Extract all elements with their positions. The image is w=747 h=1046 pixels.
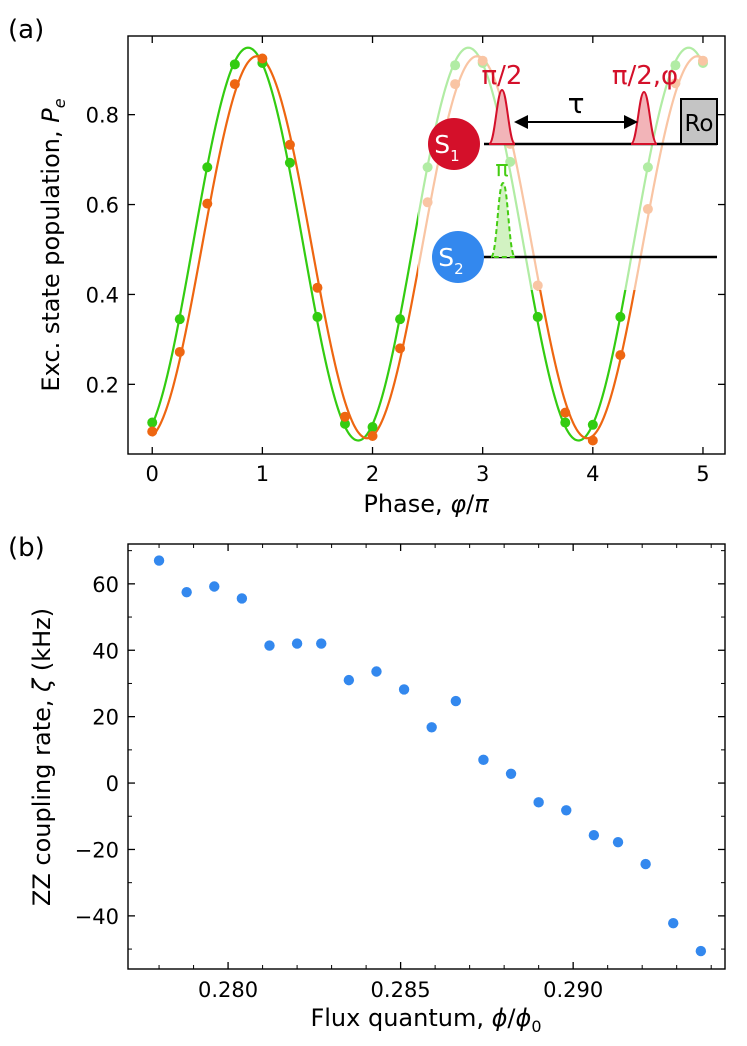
data-point (505, 768, 517, 779)
data-point (202, 198, 213, 209)
x-tick-label: 0.290 (543, 978, 603, 1002)
panel-a-y-label: Exc. state population, Pe (37, 98, 69, 391)
data-point (695, 945, 707, 957)
y-tick-label: 60 (92, 573, 119, 597)
data-point (209, 581, 220, 592)
data-point (615, 311, 626, 322)
readout-label: Ro (684, 111, 713, 137)
x-tick-label: 1 (256, 462, 269, 486)
data-point (339, 418, 350, 429)
y-tick-label: 0.8 (86, 104, 119, 128)
x-tick-label: 0 (146, 462, 159, 486)
data-point (202, 162, 213, 173)
data-point (367, 431, 378, 442)
qubit2-circle (432, 231, 484, 283)
x-tick-label: 2 (366, 462, 379, 486)
x-tick-label: 5 (696, 462, 709, 486)
tau-arrow-left-head (514, 115, 528, 129)
data-point (264, 640, 275, 651)
data-point (316, 638, 327, 649)
data-point (147, 417, 158, 428)
pi-half-pulse-1 (488, 88, 516, 145)
panel-b-y-label: ZZ coupling rate, ζ (kHz) (28, 608, 56, 906)
readout-box (680, 98, 718, 145)
tau-arrow-right-head (624, 115, 638, 129)
data-point (640, 858, 651, 870)
panel-a-label: (a) (8, 15, 44, 45)
data-point (561, 805, 572, 816)
pi-pulse (490, 181, 516, 258)
panel-b-x-ticks: 0.280 0.285 0.290 (158, 544, 712, 1002)
data-point (291, 638, 303, 649)
panel-a-x-label: Phase, φ/π (363, 490, 489, 518)
qubit1-circle (428, 118, 480, 170)
data-point (236, 593, 248, 604)
data-point (229, 59, 240, 70)
pi-half-phi-pulse-2 (630, 90, 658, 145)
x-tick-label: 3 (476, 462, 489, 486)
data-point (587, 435, 598, 446)
panel-b-y-ticks: −40 −20 0 20 40 60 (75, 550, 725, 950)
data-point (426, 722, 437, 733)
y-tick-label: 0 (106, 772, 119, 796)
data-point (181, 586, 192, 598)
data-point (174, 314, 185, 325)
data-point (147, 426, 158, 437)
data-point (560, 407, 571, 418)
panel-b-data-points (153, 555, 707, 957)
data-point (560, 417, 571, 428)
data-point (312, 311, 323, 322)
data-point (395, 343, 406, 354)
data-point (284, 157, 295, 168)
pulse2-label: π/2,φ (612, 61, 678, 91)
panel-a-y-ticks: 0.2 0.4 0.6 0.8 (86, 104, 725, 397)
data-point (339, 411, 350, 422)
panel-b-x-label: Flux quantum, ϕ/ϕ0 (310, 1004, 541, 1036)
data-point (533, 797, 544, 808)
y-tick-label: 0.6 (86, 194, 119, 218)
x-tick-label: 0.285 (371, 978, 431, 1002)
data-point (312, 282, 323, 293)
panel-a-axes (127, 35, 726, 455)
data-point (395, 314, 406, 325)
panel-a-frame (127, 35, 726, 455)
data-point (284, 139, 295, 150)
x-tick-label: 4 (586, 462, 599, 486)
data-point (478, 754, 489, 766)
panel-b: (b) 0.280 0.285 0.290 −40 −20 0 20 40 60 Flux q… (8, 533, 726, 1036)
data-point (343, 674, 355, 686)
y-tick-label: 0.4 (86, 283, 119, 307)
data-point (615, 350, 626, 361)
y-tick-label: −40 (75, 905, 119, 929)
y-tick-label: 40 (92, 639, 119, 663)
pulse-sequence-inset: Ro τ π/2 π/2,φ π S1 S2 (418, 40, 724, 290)
panel-b-label: (b) (8, 533, 45, 563)
data-point (532, 311, 543, 322)
y-tick-label: −20 (75, 838, 119, 862)
data-point (174, 346, 185, 357)
y-tick-label: 20 (92, 706, 119, 730)
tau-label: τ (568, 87, 585, 120)
qubit1-label: S1 (434, 130, 459, 165)
pi-label: π (495, 157, 508, 182)
pulse1-label: π/2 (482, 61, 523, 91)
data-point (367, 422, 378, 433)
data-point (588, 829, 600, 841)
data-point (398, 684, 410, 695)
x-tick-label: 0.280 (198, 978, 258, 1002)
data-point (229, 79, 240, 90)
data-point (612, 836, 624, 848)
data-point (371, 666, 382, 677)
data-point (450, 695, 462, 707)
qubit2-label: S2 (438, 243, 463, 278)
data-point (668, 917, 679, 929)
panel-b-frame (127, 543, 726, 970)
data-point (257, 53, 268, 64)
panel-a-x-ticks: 0 1 2 3 4 5 (146, 36, 710, 486)
y-tick-label: 0.2 (86, 373, 119, 397)
panel-a: (a) Ro τ π/2 π/2,φ π (8, 15, 726, 518)
data-point (153, 555, 165, 566)
data-point (587, 419, 598, 430)
